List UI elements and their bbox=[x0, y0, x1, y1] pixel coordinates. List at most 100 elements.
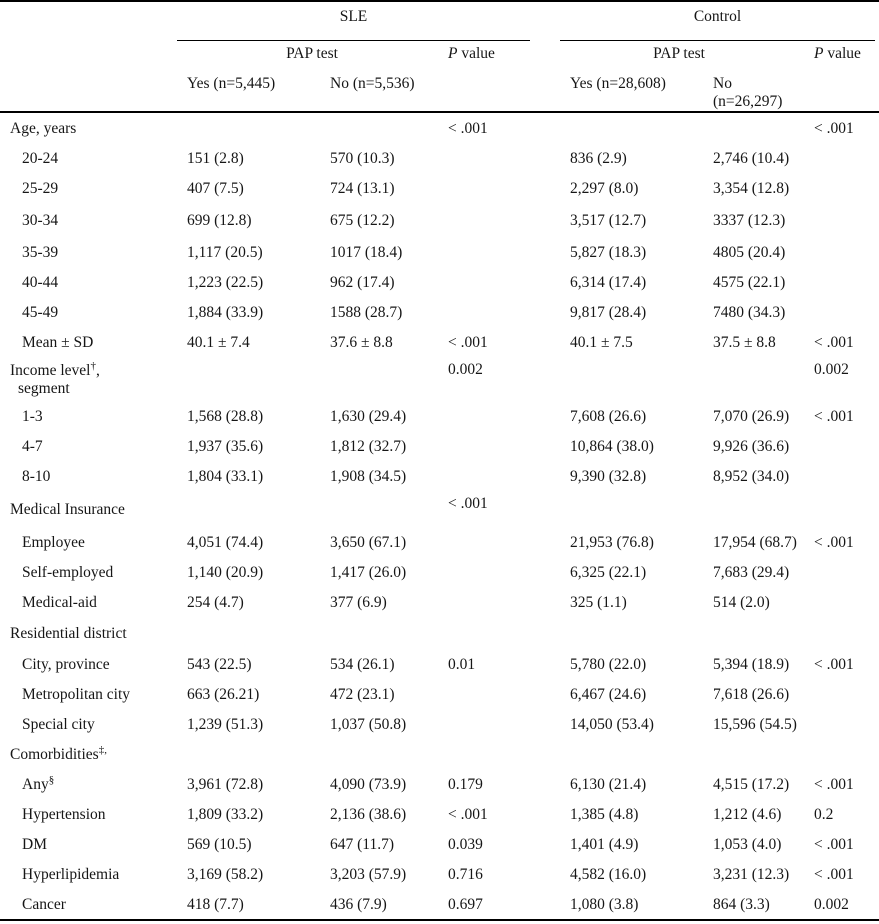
cell-sle-yes: 4,051 (74.4) bbox=[187, 534, 264, 551]
cell-sle-yes: 1,223 (22.5) bbox=[187, 274, 264, 291]
row-label: DM bbox=[22, 836, 47, 853]
empty-cell bbox=[0, 41, 177, 67]
row-label: Medical Insurance bbox=[10, 501, 125, 518]
cell-ctl-p: 0.002 bbox=[814, 895, 849, 913]
cell-sle-no bbox=[325, 618, 447, 650]
cell-sle-yes: 1,568 (28.8) bbox=[187, 408, 264, 425]
cell-ctl-yes bbox=[545, 112, 713, 144]
cell-ctl-no: 514 (2.0) bbox=[713, 594, 770, 611]
cell-sle-yes: 418 (7.7) bbox=[187, 895, 244, 913]
row-label: Hypertension bbox=[22, 806, 106, 823]
cell-ctl-yes: 9,390 (32.8) bbox=[570, 468, 647, 485]
cell-sle-no: 675 (12.2) bbox=[330, 212, 395, 229]
cell-ctl-no bbox=[713, 358, 813, 402]
col-header-ctl-no: No (n=26,297) bbox=[713, 67, 813, 112]
cell-sle-p: < .001 bbox=[448, 334, 488, 351]
cell-sle-no bbox=[325, 112, 447, 144]
cell-ctl-yes: 9,817 (28.4) bbox=[570, 304, 647, 321]
cell-ctl-no: 7,683 (29.4) bbox=[713, 564, 790, 581]
col-header-sle-yes: Yes (n=5,445) bbox=[187, 75, 276, 92]
cell-sle-p: 0.716 bbox=[448, 866, 483, 883]
cell-sle-p: 0.697 bbox=[448, 895, 483, 913]
cell-sle-p bbox=[447, 268, 545, 298]
cell-ctl-p: < .001 bbox=[814, 334, 854, 351]
cell-ctl-p bbox=[813, 558, 879, 588]
row-label: Medical-aid bbox=[22, 594, 97, 611]
cell-sle-p bbox=[447, 174, 545, 204]
cell-sle-p bbox=[447, 618, 545, 650]
cell-ctl-yes: 325 (1.1) bbox=[570, 594, 627, 611]
row-label: 35-39 bbox=[22, 244, 59, 261]
cell-ctl-yes: 6,130 (21.4) bbox=[570, 776, 647, 793]
table-row: Mean ± SD 40.1 ± 7.4 37.6 ± 8.8 < .001 40.1 … bbox=[0, 328, 879, 358]
row-label: 8-10 bbox=[22, 468, 51, 485]
cell-ctl-yes: 6,467 (24.6) bbox=[570, 686, 647, 703]
row-label: Cancer bbox=[22, 895, 66, 913]
col-header-ctl-no-line1: No bbox=[713, 75, 732, 92]
table-row: 35-39 1,117 (20.5) 1017 (18.4) 5,827 (18.3)… bbox=[0, 238, 879, 268]
cell-ctl-yes: 1,080 (3.8) bbox=[570, 895, 639, 913]
cell-sle-p bbox=[447, 740, 545, 770]
group-label-sle: SLE bbox=[177, 8, 530, 41]
table-row: Medical-aid 254 (4.7) 377 (6.9) 325 (1.1) 51… bbox=[0, 588, 879, 618]
cell-ctl-no: 2,746 (10.4) bbox=[713, 150, 790, 167]
cell-ctl-no: 4805 (20.4) bbox=[713, 244, 786, 261]
cell-sle-p bbox=[447, 432, 545, 462]
ctl-pap-test-header: PAP test bbox=[653, 45, 705, 62]
cell-ctl-yes bbox=[545, 492, 713, 528]
group-label-control: Control bbox=[560, 8, 875, 41]
cell-sle-no: 1,417 (26.0) bbox=[330, 564, 407, 581]
cell-ctl-no bbox=[713, 112, 813, 144]
table-row: Hyperlipidemia 3,169 (58.2) 3,203 (57.9) 0.… bbox=[0, 860, 879, 890]
cell-ctl-no: 9,926 (36.6) bbox=[713, 438, 790, 455]
table-row: 45-49 1,884 (33.9) 1588 (28.7) 9,817 (28.4)… bbox=[0, 298, 879, 328]
row-label: 45-49 bbox=[22, 304, 59, 321]
table-row: Special city 1,239 (51.3) 1,037 (50.8) 14,0… bbox=[0, 710, 879, 740]
table-row: Cancer 418 (7.7) 436 (7.9) 0.697 1,080 (3.8)… bbox=[0, 890, 879, 920]
cell-ctl-no: 7,618 (26.6) bbox=[713, 686, 790, 703]
cell-sle-no: 472 (23.1) bbox=[330, 686, 395, 703]
cell-ctl-yes bbox=[545, 618, 713, 650]
row-label: 40-44 bbox=[22, 274, 59, 291]
cell-sle-yes: 1,809 (33.2) bbox=[187, 806, 264, 823]
table-row: 20-24 151 (2.8) 570 (10.3) 836 (2.9) 2,746 (… bbox=[0, 144, 879, 174]
cell-sle-no bbox=[325, 358, 447, 402]
cell-sle-no: 534 (26.1) bbox=[330, 656, 395, 673]
group-cell-control: Control bbox=[545, 1, 879, 41]
cell-ctl-no: 864 (3.3) bbox=[713, 895, 770, 913]
cell-ctl-p: < .001 bbox=[814, 836, 854, 853]
column-header-row: Yes (n=5,445) No (n=5,536) Yes (n=28,608… bbox=[0, 67, 879, 112]
cell-ctl-no: 7480 (34.3) bbox=[713, 304, 786, 321]
cell-sle-p: 0.01 bbox=[448, 656, 476, 673]
cell-ctl-p bbox=[813, 710, 879, 740]
cell-ctl-p bbox=[813, 144, 879, 174]
cell-sle-p bbox=[447, 528, 545, 558]
cell-ctl-p bbox=[813, 298, 879, 328]
cell-sle-no bbox=[325, 492, 447, 528]
cell-sle-no: 37.6 ± 8.8 bbox=[330, 334, 393, 351]
cell-ctl-p: < .001 bbox=[814, 656, 854, 673]
row-label: Income level†, segment bbox=[0, 358, 177, 402]
cell-sle-yes: 407 (7.5) bbox=[187, 180, 244, 197]
row-label-line2: segment bbox=[18, 380, 70, 397]
cell-sle-no: 724 (13.1) bbox=[330, 180, 395, 197]
table-row: 25-29 407 (7.5) 724 (13.1) 2,297 (8.0) 3,354… bbox=[0, 174, 879, 204]
cell-sle-yes: 254 (4.7) bbox=[187, 594, 244, 611]
cell-sle-yes: 1,140 (20.9) bbox=[187, 564, 264, 581]
empty-cell bbox=[813, 67, 879, 112]
cell-sle-no: 1,037 (50.8) bbox=[330, 716, 407, 733]
row-label: City, province bbox=[22, 656, 110, 673]
cell-sle-p bbox=[447, 402, 545, 432]
table-row: 8-10 1,804 (33.1) 1,908 (34.5) 9,390 (32.8)… bbox=[0, 462, 879, 492]
cell-ctl-no: 4,515 (17.2) bbox=[713, 776, 790, 793]
cell-ctl-p: 0.2 bbox=[814, 806, 834, 823]
sle-p-value-header: P value bbox=[447, 41, 545, 67]
cell-ctl-yes: 6,325 (22.1) bbox=[570, 564, 647, 581]
cell-ctl-p bbox=[813, 174, 879, 204]
cell-sle-no: 3,650 (67.1) bbox=[330, 534, 407, 551]
cell-ctl-yes: 1,385 (4.8) bbox=[570, 806, 639, 823]
table-row: Comorbidities‡, bbox=[0, 740, 879, 770]
cell-sle-no: 647 (11.7) bbox=[330, 836, 394, 853]
cell-ctl-no: 7,070 (26.9) bbox=[713, 408, 790, 425]
